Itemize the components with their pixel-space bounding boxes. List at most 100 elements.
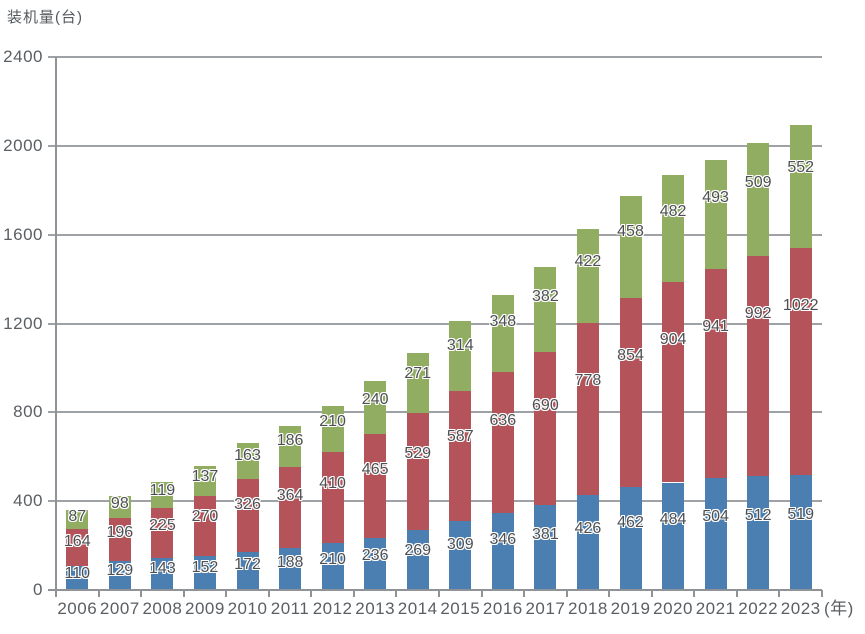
bar-segment-red-middle (364, 434, 387, 538)
bar-segment-red-middle (193, 496, 216, 557)
bar-value-label: 422 (574, 252, 602, 270)
bar-value-label: 381 (532, 526, 559, 543)
bar-segment-blue-bottom (321, 543, 344, 590)
grid-line (48, 411, 822, 414)
bar-value-label: 98 (110, 494, 129, 512)
grid-line (48, 56, 822, 58)
bar-value-label: 426 (574, 519, 602, 537)
x-tick-mark (565, 590, 568, 597)
x-tick-mark (267, 590, 270, 597)
grid-line (48, 322, 822, 325)
bar-value-label: 164 (63, 532, 91, 550)
bar-segment-red-middle (534, 352, 557, 506)
x-tick-label: 2023 (780, 599, 821, 618)
bar-segment-green-top (108, 496, 131, 518)
bar-segment-blue-bottom (279, 548, 302, 590)
bar-segment-red-middle (321, 452, 344, 544)
bar-value-label: 240 (361, 390, 389, 408)
bar-segment-green-top (321, 405, 344, 453)
x-tick-mark (523, 590, 526, 597)
x-tick-mark (310, 590, 313, 597)
y-tick-label: 1600 (3, 224, 43, 244)
y-tick-label: 0 (33, 580, 43, 599)
bar-value-label: 110 (64, 565, 91, 583)
bar-segment-blue-bottom (491, 513, 514, 590)
bar-value-label: 941 (702, 318, 729, 336)
x-tick-mark (821, 590, 823, 597)
bar-segment-red-middle (108, 517, 131, 562)
bar-segment-blue-bottom (662, 482, 685, 590)
y-tick-label: 400 (13, 491, 43, 511)
x-tick-label: 2017 (525, 599, 566, 618)
bar-value-label: 186 (276, 431, 304, 449)
bar-value-label: 309 (446, 536, 474, 554)
bar-value-label: 348 (489, 312, 517, 330)
bar-value-label: 458 (617, 222, 644, 240)
bar-segment-green-top (747, 142, 770, 256)
y-axis-line (55, 57, 57, 596)
bar-value-label: 484 (659, 511, 687, 529)
bar-value-label: 690 (532, 396, 559, 414)
bar-segment-green-top (449, 321, 472, 391)
bar-value-label: 143 (149, 560, 176, 578)
x-tick-label: 2010 (227, 599, 268, 618)
x-tick-mark (97, 590, 100, 597)
bar-segment-green-top (576, 228, 599, 323)
bar-segment-red-middle (279, 467, 302, 549)
bar-value-label: 269 (404, 542, 432, 560)
bar-value-label: 493 (702, 188, 729, 206)
x-tick-label: 2014 (397, 599, 438, 618)
y-tick-label: 1200 (3, 313, 43, 333)
y-tick-label: 2000 (3, 135, 43, 155)
x-tick-label: 2019 (610, 599, 651, 618)
bar-segment-green-top (662, 174, 685, 282)
bar-segment-red-middle (151, 508, 174, 559)
bar-value-label: 314 (446, 336, 474, 354)
bar-value-label: 552 (787, 159, 815, 177)
bar-segment-green-top (193, 465, 216, 497)
bar-segment-blue-bottom (236, 551, 259, 590)
bar-segment-red-middle (491, 371, 514, 514)
x-tick-label: 2006 (57, 599, 98, 618)
x-tick-mark (480, 590, 483, 597)
x-tick-label: 2020 (653, 599, 693, 618)
bar-value-label: 137 (191, 467, 219, 485)
bar-value-label: 382 (532, 288, 559, 305)
x-tick-mark (438, 590, 440, 597)
bar-segment-red-middle (619, 297, 642, 488)
bar-segment-blue-bottom (108, 561, 131, 590)
x-tick-mark (182, 590, 185, 597)
bar-value-label: 482 (659, 203, 687, 221)
bar-value-label: 188 (276, 553, 304, 571)
y-tick-label: 800 (13, 402, 43, 422)
x-tick-mark (225, 590, 228, 597)
bar-segment-green-top (236, 443, 259, 480)
bar-segment-blue-bottom (747, 476, 770, 590)
bar-value-label: 904 (659, 330, 687, 348)
bar-value-label: 270 (191, 508, 219, 526)
bar-segment-red-middle (704, 269, 727, 479)
bar-segment-blue-bottom (193, 556, 216, 590)
x-tick-mark (650, 590, 653, 597)
bar-segment-red-middle (236, 479, 259, 552)
bar-value-label: 636 (489, 412, 517, 430)
bar-segment-blue-bottom (619, 487, 642, 590)
bar-value-label: 129 (106, 562, 134, 580)
bar-value-label: 119 (149, 482, 176, 500)
x-tick-mark (140, 590, 143, 597)
x-tick-label: 2013 (355, 599, 396, 618)
bar-value-label: 163 (234, 446, 261, 464)
x-tick-label: 2011 (270, 599, 310, 618)
bar-segment-red-middle (789, 247, 812, 475)
bar-segment-green-top (534, 267, 557, 353)
y-tick-label: 2400 (3, 47, 43, 66)
bar-segment-blue-bottom (364, 537, 387, 590)
bar-value-label: 1022 (782, 296, 819, 314)
x-tick-label: 2018 (568, 599, 608, 618)
bar-segment-blue-bottom (66, 565, 89, 590)
x-tick-mark (395, 590, 398, 597)
bar-segment-green-top (364, 381, 387, 435)
x-tick-mark (693, 590, 696, 597)
bar-segment-red-middle (662, 281, 685, 483)
